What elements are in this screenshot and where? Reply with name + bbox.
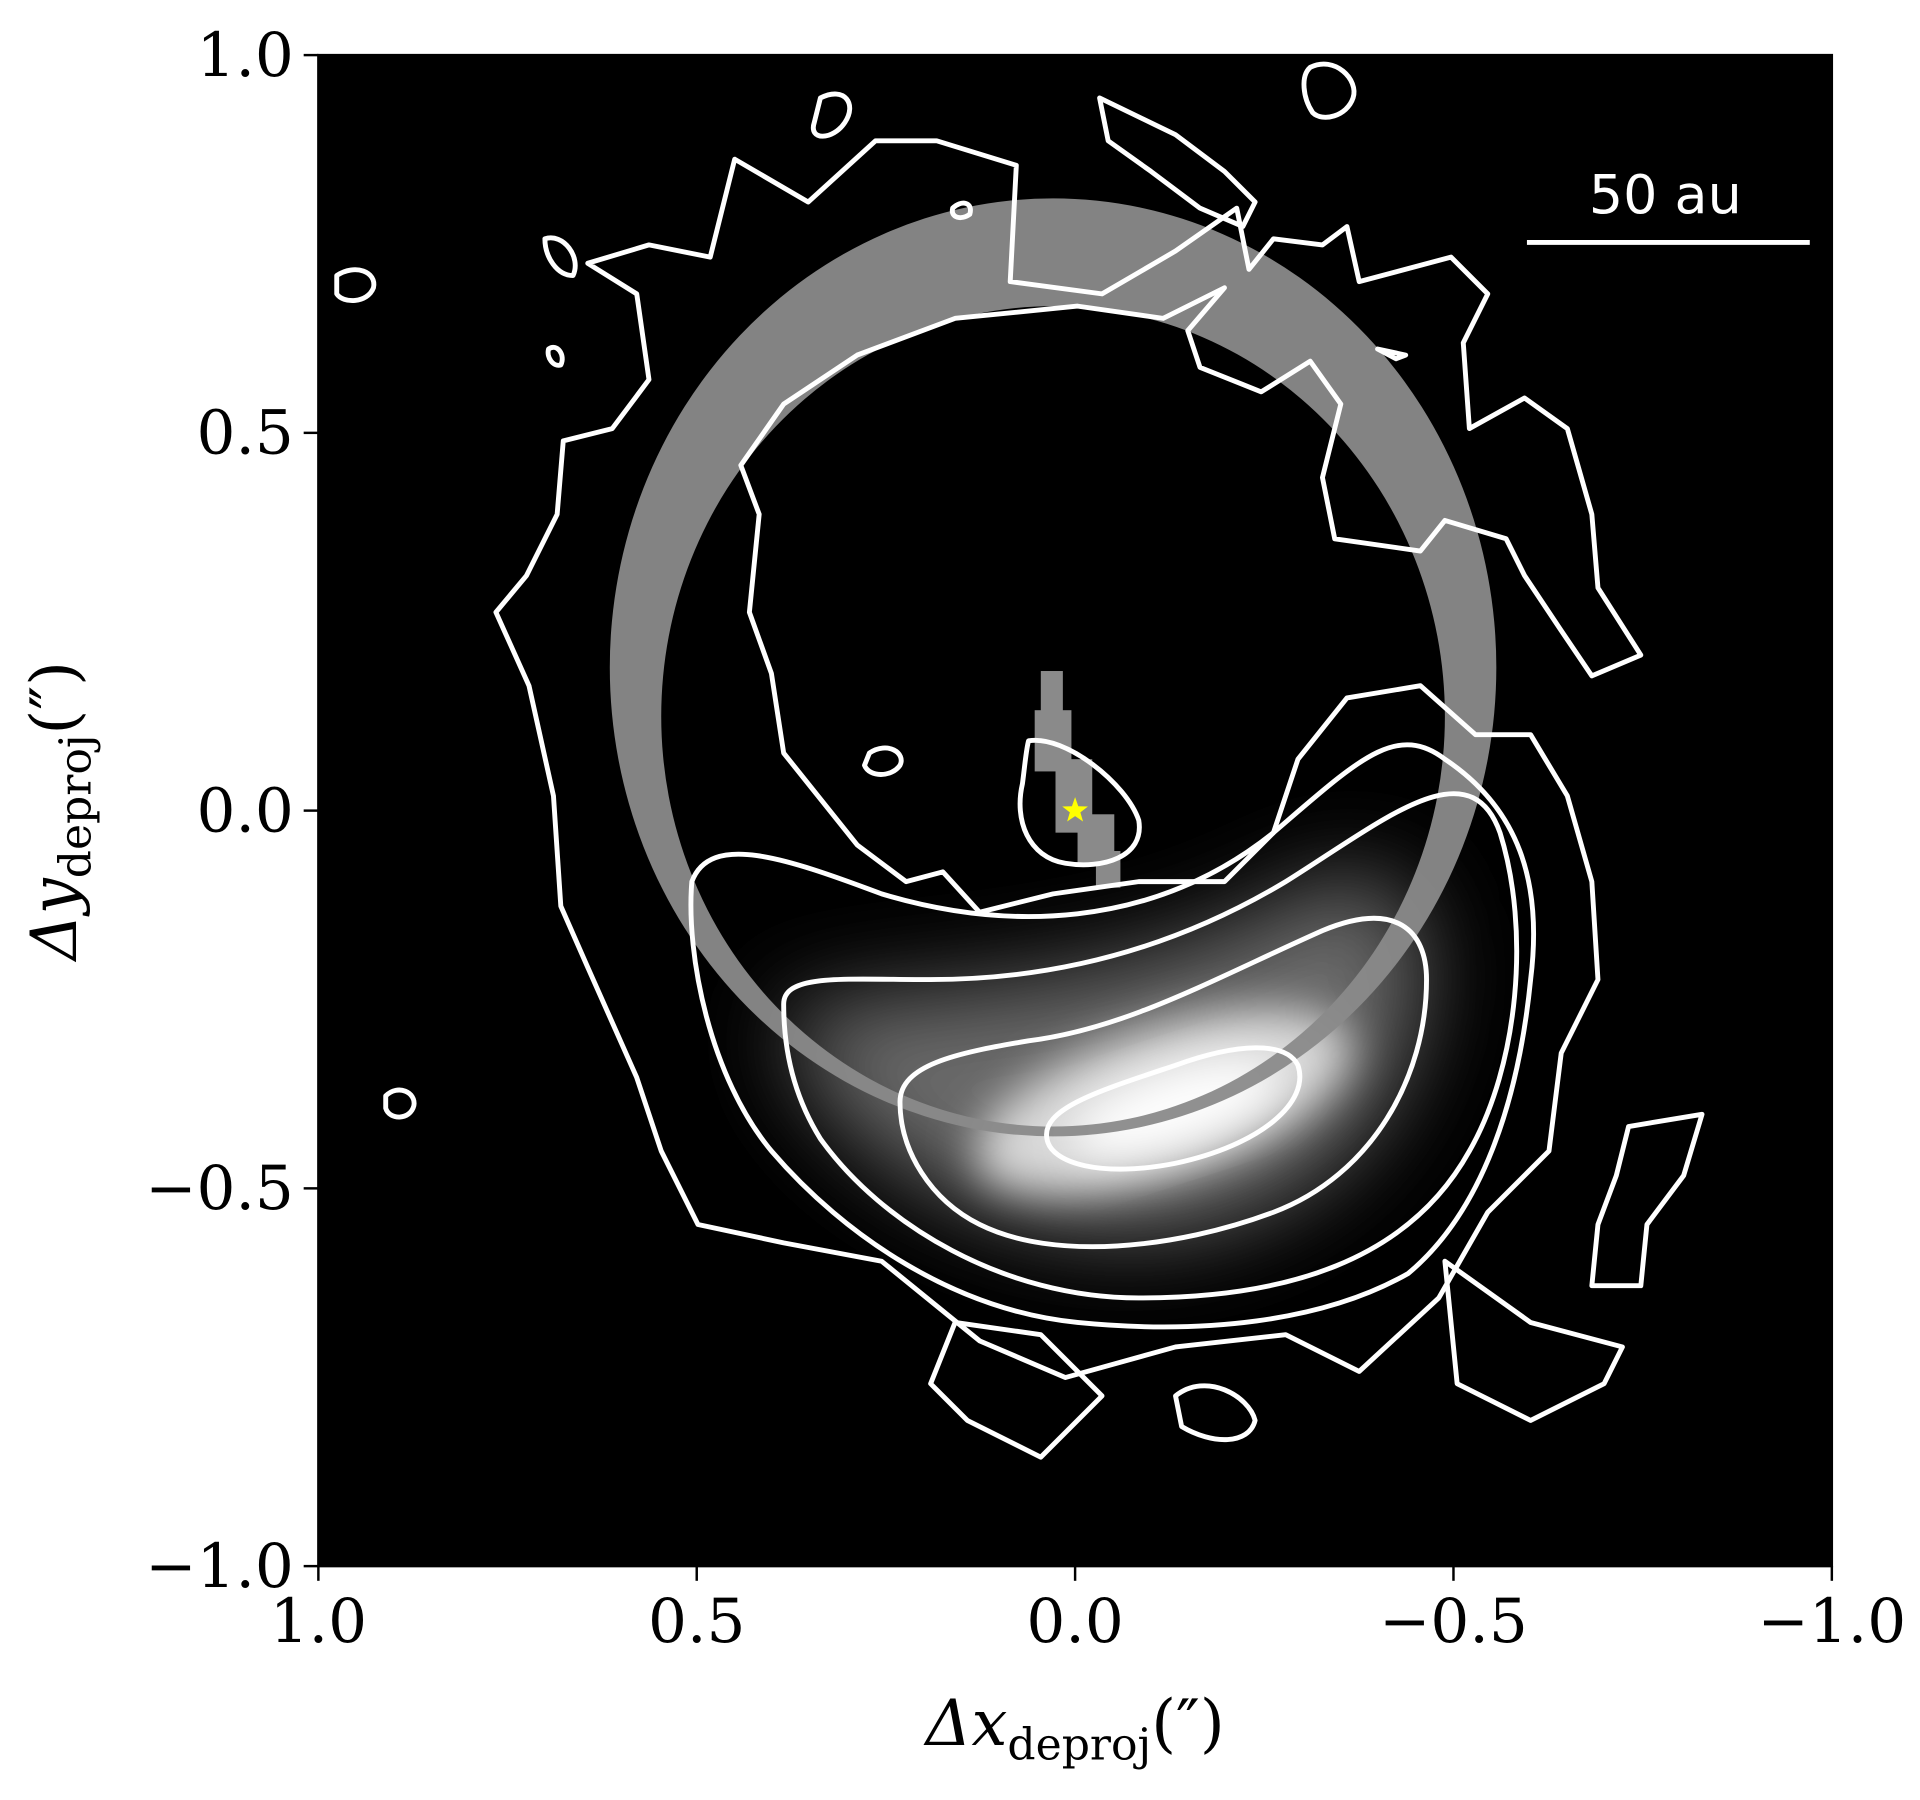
y-tick-label: −0.5 <box>145 1153 294 1224</box>
y-axis-label: Δydeproj(″) <box>18 661 102 963</box>
x-tick-label: 1.0 <box>270 1586 367 1657</box>
y-tick-label: −1.0 <box>145 1531 294 1602</box>
y-tick-label: 0.0 <box>197 775 294 846</box>
residual-pixels <box>1034 671 1121 888</box>
star-marker <box>1062 797 1088 822</box>
scale-bar-label: 50 au <box>1589 163 1742 226</box>
x-tick-label: −1.0 <box>1758 1586 1907 1657</box>
x-tick-label: −0.5 <box>1379 1586 1528 1657</box>
x-label-unit: (″) <box>1151 1687 1224 1761</box>
image-panel: 50 au <box>318 55 1832 1567</box>
x-label-symbol: Δx <box>923 1687 1008 1761</box>
x-tick-label: 0.5 <box>648 1586 745 1657</box>
x-label-subscript: deproj <box>1007 1720 1151 1771</box>
y-label-symbol: Δy <box>18 877 92 963</box>
x-tick-label: 0.0 <box>1026 1586 1123 1657</box>
contours <box>334 61 1705 1460</box>
y-label-unit: (″) <box>18 661 92 734</box>
y-tick-label: 0.5 <box>197 398 294 469</box>
y-label-subscript: deproj <box>51 734 102 878</box>
y-tick-label: 1.0 <box>197 20 294 91</box>
x-axis-label: Δxdeproj(″) <box>923 1687 1225 1771</box>
